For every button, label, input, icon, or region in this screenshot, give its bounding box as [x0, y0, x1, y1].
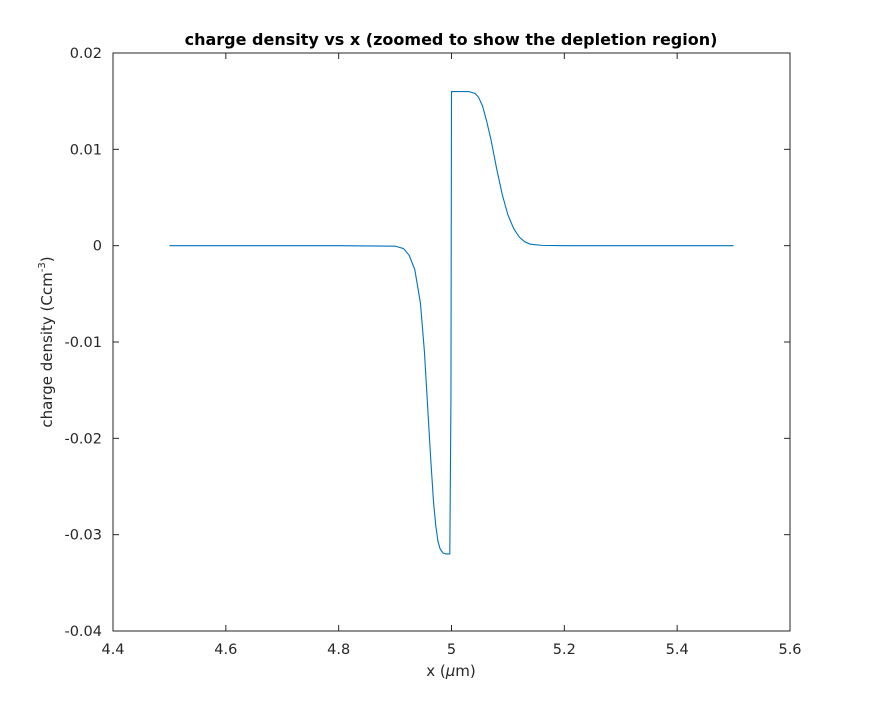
x-tick-label: 5.2: [553, 642, 576, 658]
x-tick-label: 5.4: [666, 642, 689, 658]
x-tick-label: 5: [447, 642, 456, 658]
x-axis-label-prefix: x (: [426, 662, 446, 680]
tick-labels-group: 4.4 4.6 4.8 5 5.2 5.4 5.6 0.02 0.01 0 -0.01 -0.02 -0…: [64, 46, 801, 658]
y-tick-label: 0.02: [70, 46, 102, 62]
y-tick-label: -0.04: [64, 624, 102, 640]
y-axis-label-main: charge density (Ccm: [38, 272, 56, 427]
series-group: [169, 90, 734, 555]
x-axis-label: x (μm): [426, 662, 476, 680]
x-axis-label-suffix: m): [455, 662, 475, 680]
y-tick-label: 0: [93, 239, 102, 255]
y-axis-label: charge density (Ccm-3): [37, 256, 56, 427]
x-tick-label: 4.6: [214, 642, 237, 658]
x-tick-label: 4.8: [327, 642, 350, 658]
x-tick-label: 5.6: [778, 642, 801, 658]
y-tick-label: -0.03: [64, 528, 102, 544]
series-line: [169, 90, 734, 555]
y-tick-label: 0.01: [70, 142, 102, 158]
plot-area-frame: [112, 52, 791, 632]
chart-title: charge density vs x (zoomed to show the …: [185, 30, 718, 49]
x-axis-label-mu: μ: [445, 662, 456, 680]
y-axis-label-close: ): [38, 256, 56, 262]
y-axis-label-sup: -3: [37, 262, 48, 272]
x-tick-label: 4.4: [101, 642, 124, 658]
y-tick-label: -0.01: [64, 335, 102, 351]
y-tick-label: -0.02: [64, 431, 102, 447]
